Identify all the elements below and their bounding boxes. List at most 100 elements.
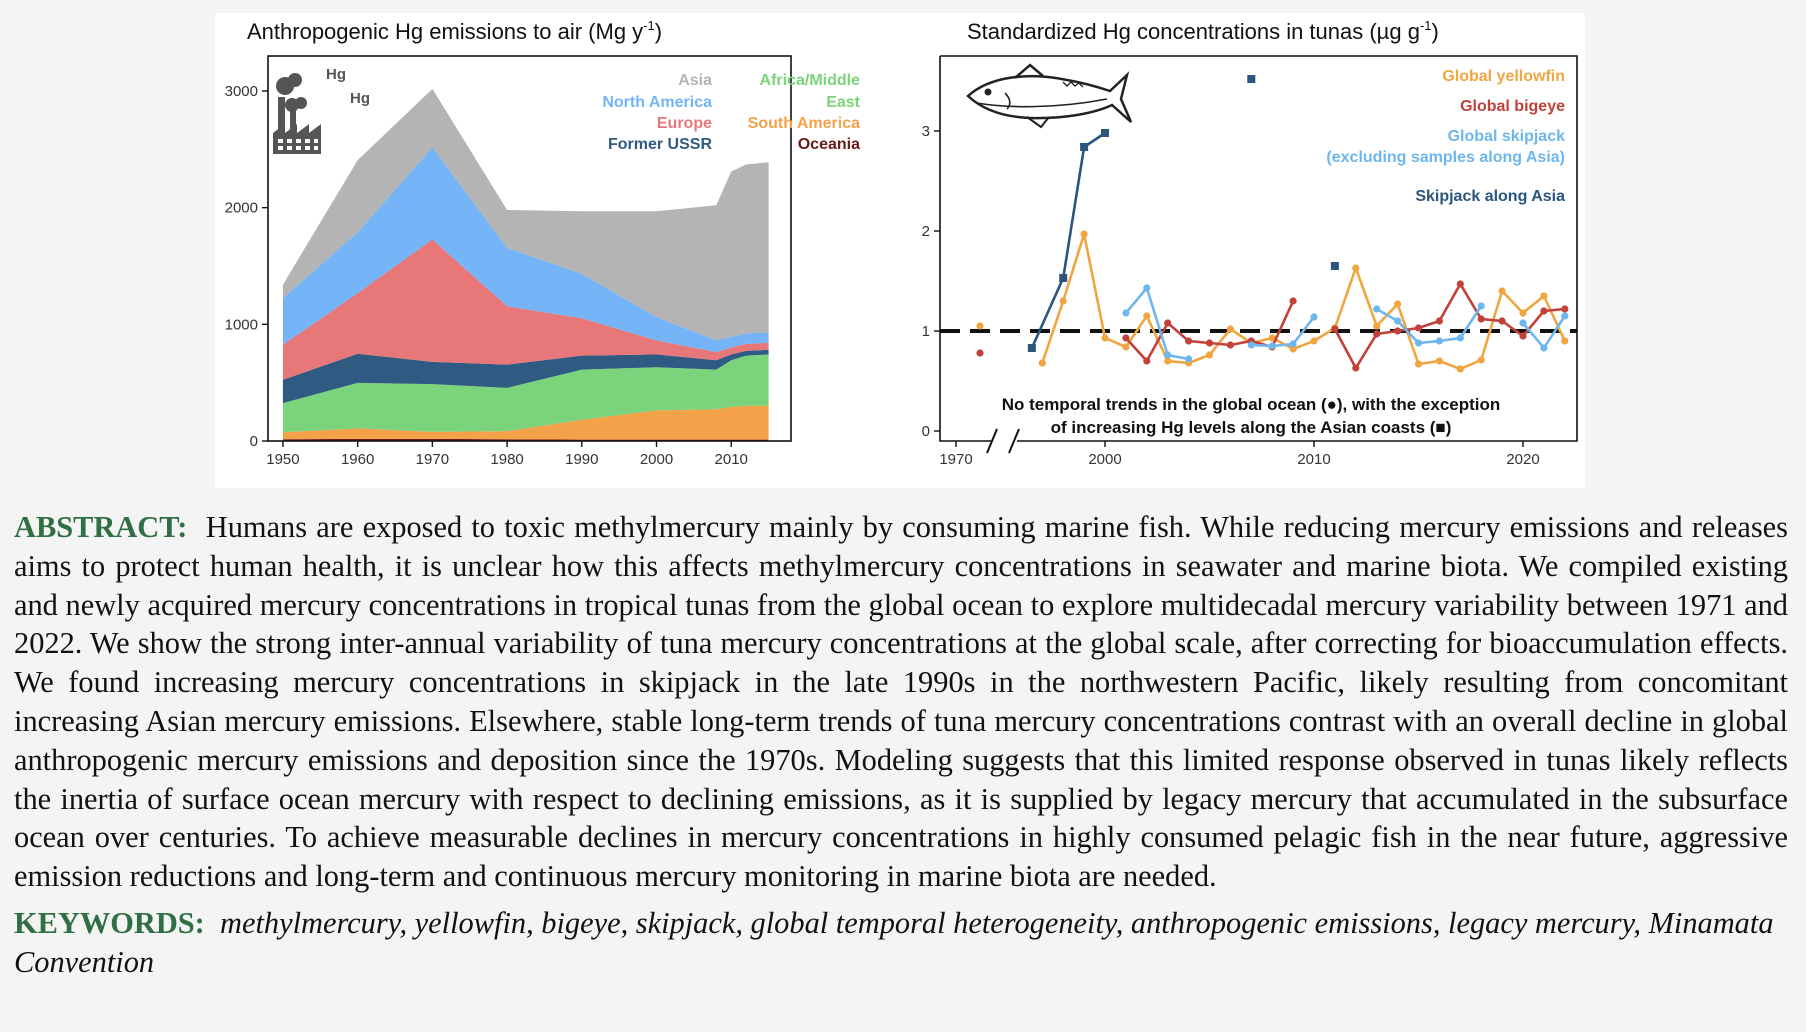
point-global-skipjack-excluding-samples-along-asia bbox=[1561, 312, 1569, 320]
point-global-yellowfin bbox=[1164, 357, 1172, 365]
abstract-paragraph: ABSTRACT: Humans are exposed to toxic me… bbox=[14, 508, 1788, 896]
point-global-bigeye bbox=[1226, 341, 1234, 349]
point-global-bigeye bbox=[1289, 297, 1297, 305]
annotation-line-1: No temporal trends in the global ocean (… bbox=[1002, 395, 1501, 414]
point-global-bigeye bbox=[1456, 280, 1464, 288]
point-global-yellowfin bbox=[1373, 322, 1381, 330]
point-global-yellowfin bbox=[1477, 356, 1485, 364]
point-global-skipjack-excluding-samples-along-asia bbox=[1143, 284, 1151, 292]
point-global-bigeye bbox=[1352, 364, 1360, 372]
area-south-america bbox=[282, 405, 769, 440]
point-global-skipjack-excluding-samples-along-asia bbox=[1414, 339, 1423, 347]
point-global-yellowfin bbox=[1519, 309, 1527, 317]
point-global-yellowfin bbox=[1414, 360, 1423, 368]
point-global-yellowfin bbox=[1122, 343, 1130, 351]
left-y-tick-label: 3000 bbox=[225, 83, 258, 100]
hg-label-2: Hg bbox=[350, 90, 370, 107]
point-skipjack-along-asia bbox=[1101, 129, 1109, 137]
keywords-label: KEYWORDS: bbox=[14, 905, 205, 940]
area-europe bbox=[282, 239, 769, 380]
left-legend: Asia North America Europe Former USSR Africa… bbox=[602, 72, 860, 153]
right-legend-item-line2: (excluding samples along Asia) bbox=[1326, 149, 1565, 166]
hg-label-1: Hg bbox=[326, 66, 346, 83]
right-legend-item: Global bigeye bbox=[1460, 98, 1565, 115]
point-global-yellowfin bbox=[1352, 264, 1360, 272]
point-global-bigeye bbox=[1205, 339, 1214, 347]
right-legend-item: Global yellowfin bbox=[1442, 68, 1565, 85]
point-global-skipjack-excluding-samples-along-asia bbox=[1289, 340, 1297, 348]
keywords-paragraph: KEYWORDS: methylmercury, yellowfin, bige… bbox=[14, 904, 1788, 982]
right-chart-title: Standardized Hg concentrations in tunas … bbox=[967, 18, 1439, 44]
point-skipjack-along-asia bbox=[1330, 262, 1339, 270]
left-legend-item: Europe bbox=[657, 115, 712, 132]
point-global-skipjack-excluding-samples-along-asia bbox=[1456, 334, 1464, 342]
abstract-text: Humans are exposed to toxic methylmercur… bbox=[14, 510, 1788, 894]
tuna-fish-icon bbox=[966, 63, 1133, 129]
point-global-yellowfin bbox=[976, 322, 984, 330]
area-former-ussr bbox=[282, 349, 769, 404]
point-global-yellowfin bbox=[1456, 365, 1464, 373]
series-line-global-yellowfin bbox=[1041, 233, 1566, 371]
point-global-yellowfin bbox=[1289, 345, 1297, 353]
point-global-skipjack-excluding-samples-along-asia bbox=[1435, 337, 1443, 345]
series-line-global-skipjack-excluding-samples-along-asia bbox=[1124, 285, 1566, 361]
right-y-tick-label: 1 bbox=[922, 323, 930, 340]
left-area-series bbox=[282, 88, 769, 441]
right-legend-item: Global skipjack bbox=[1448, 128, 1565, 145]
left-plot-frame bbox=[267, 55, 792, 442]
right-plot-series bbox=[940, 75, 1577, 373]
point-global-yellowfin bbox=[1143, 312, 1151, 320]
point-global-bigeye bbox=[1561, 305, 1569, 313]
figure: Anthropogenic Hg emissions to air (Mg y-… bbox=[215, 13, 1585, 488]
point-skipjack-along-asia bbox=[1059, 274, 1068, 282]
point-global-yellowfin bbox=[1038, 359, 1046, 367]
figure-canvas: Anthropogenic Hg emissions to air (Mg y-… bbox=[225, 18, 1578, 468]
point-global-skipjack-excluding-samples-along-asia bbox=[1310, 313, 1318, 321]
point-global-yellowfin bbox=[1435, 357, 1443, 365]
left-legend-item: Former USSR bbox=[608, 136, 712, 153]
point-skipjack-along-asia bbox=[1247, 75, 1256, 83]
point-global-bigeye bbox=[1540, 307, 1548, 315]
point-global-bigeye bbox=[1477, 315, 1485, 323]
area-north-america bbox=[282, 147, 769, 353]
right-x-tick-label: 2010 bbox=[1297, 451, 1330, 468]
left-x-tick-label: 1960 bbox=[341, 451, 374, 468]
point-global-bigeye bbox=[976, 349, 984, 357]
left-legend-item: Asia bbox=[678, 72, 712, 89]
point-global-yellowfin bbox=[1101, 334, 1109, 342]
left-x-tick-label: 2010 bbox=[715, 451, 748, 468]
point-global-skipjack-excluding-samples-along-asia bbox=[1164, 351, 1172, 359]
point-global-bigeye bbox=[1331, 325, 1339, 333]
point-global-skipjack-excluding-samples-along-asia bbox=[1540, 344, 1548, 352]
left-legend-item: Oceania bbox=[798, 136, 860, 153]
series-line-skipjack-along-asia bbox=[1032, 133, 1335, 348]
point-global-skipjack-excluding-samples-along-asia bbox=[1268, 342, 1276, 350]
left-x-tick-label: 1990 bbox=[565, 451, 598, 468]
point-global-yellowfin bbox=[1059, 297, 1067, 305]
point-global-bigeye bbox=[1143, 357, 1151, 365]
point-global-bigeye bbox=[1164, 319, 1172, 327]
left-chart-title: Anthropogenic Hg emissions to air (Mg y-… bbox=[247, 18, 662, 44]
keywords-text: methylmercury, yellowfin, bigeye, skipja… bbox=[14, 905, 1774, 979]
left-x-tick-label: 1980 bbox=[490, 451, 523, 468]
area-africa-middle-east bbox=[282, 354, 769, 433]
area-asia bbox=[282, 88, 769, 341]
left-legend-item: South America bbox=[748, 115, 860, 132]
point-global-bigeye bbox=[1519, 332, 1527, 340]
point-global-skipjack-excluding-samples-along-asia bbox=[1477, 302, 1485, 310]
right-plot-frame bbox=[939, 55, 1578, 442]
factory-icon bbox=[273, 73, 321, 154]
point-global-yellowfin bbox=[1080, 230, 1088, 238]
point-skipjack-along-asia bbox=[1080, 143, 1089, 151]
left-legend-item: Africa/Middle bbox=[760, 72, 861, 89]
right-y-tick-label: 2 bbox=[922, 223, 930, 240]
point-global-yellowfin bbox=[1268, 334, 1276, 342]
point-global-bigeye bbox=[1435, 317, 1443, 325]
point-global-skipjack-excluding-samples-along-asia bbox=[1394, 317, 1402, 325]
abstract-label: ABSTRACT: bbox=[14, 510, 188, 544]
right-x-tick-label: 2020 bbox=[1506, 451, 1539, 468]
point-global-bigeye bbox=[1394, 327, 1402, 335]
right-legend: Global yellowfin Global bigeye Global skip… bbox=[1326, 68, 1565, 205]
left-legend-item: North America bbox=[602, 94, 712, 111]
point-global-skipjack-excluding-samples-along-asia bbox=[1373, 305, 1381, 313]
